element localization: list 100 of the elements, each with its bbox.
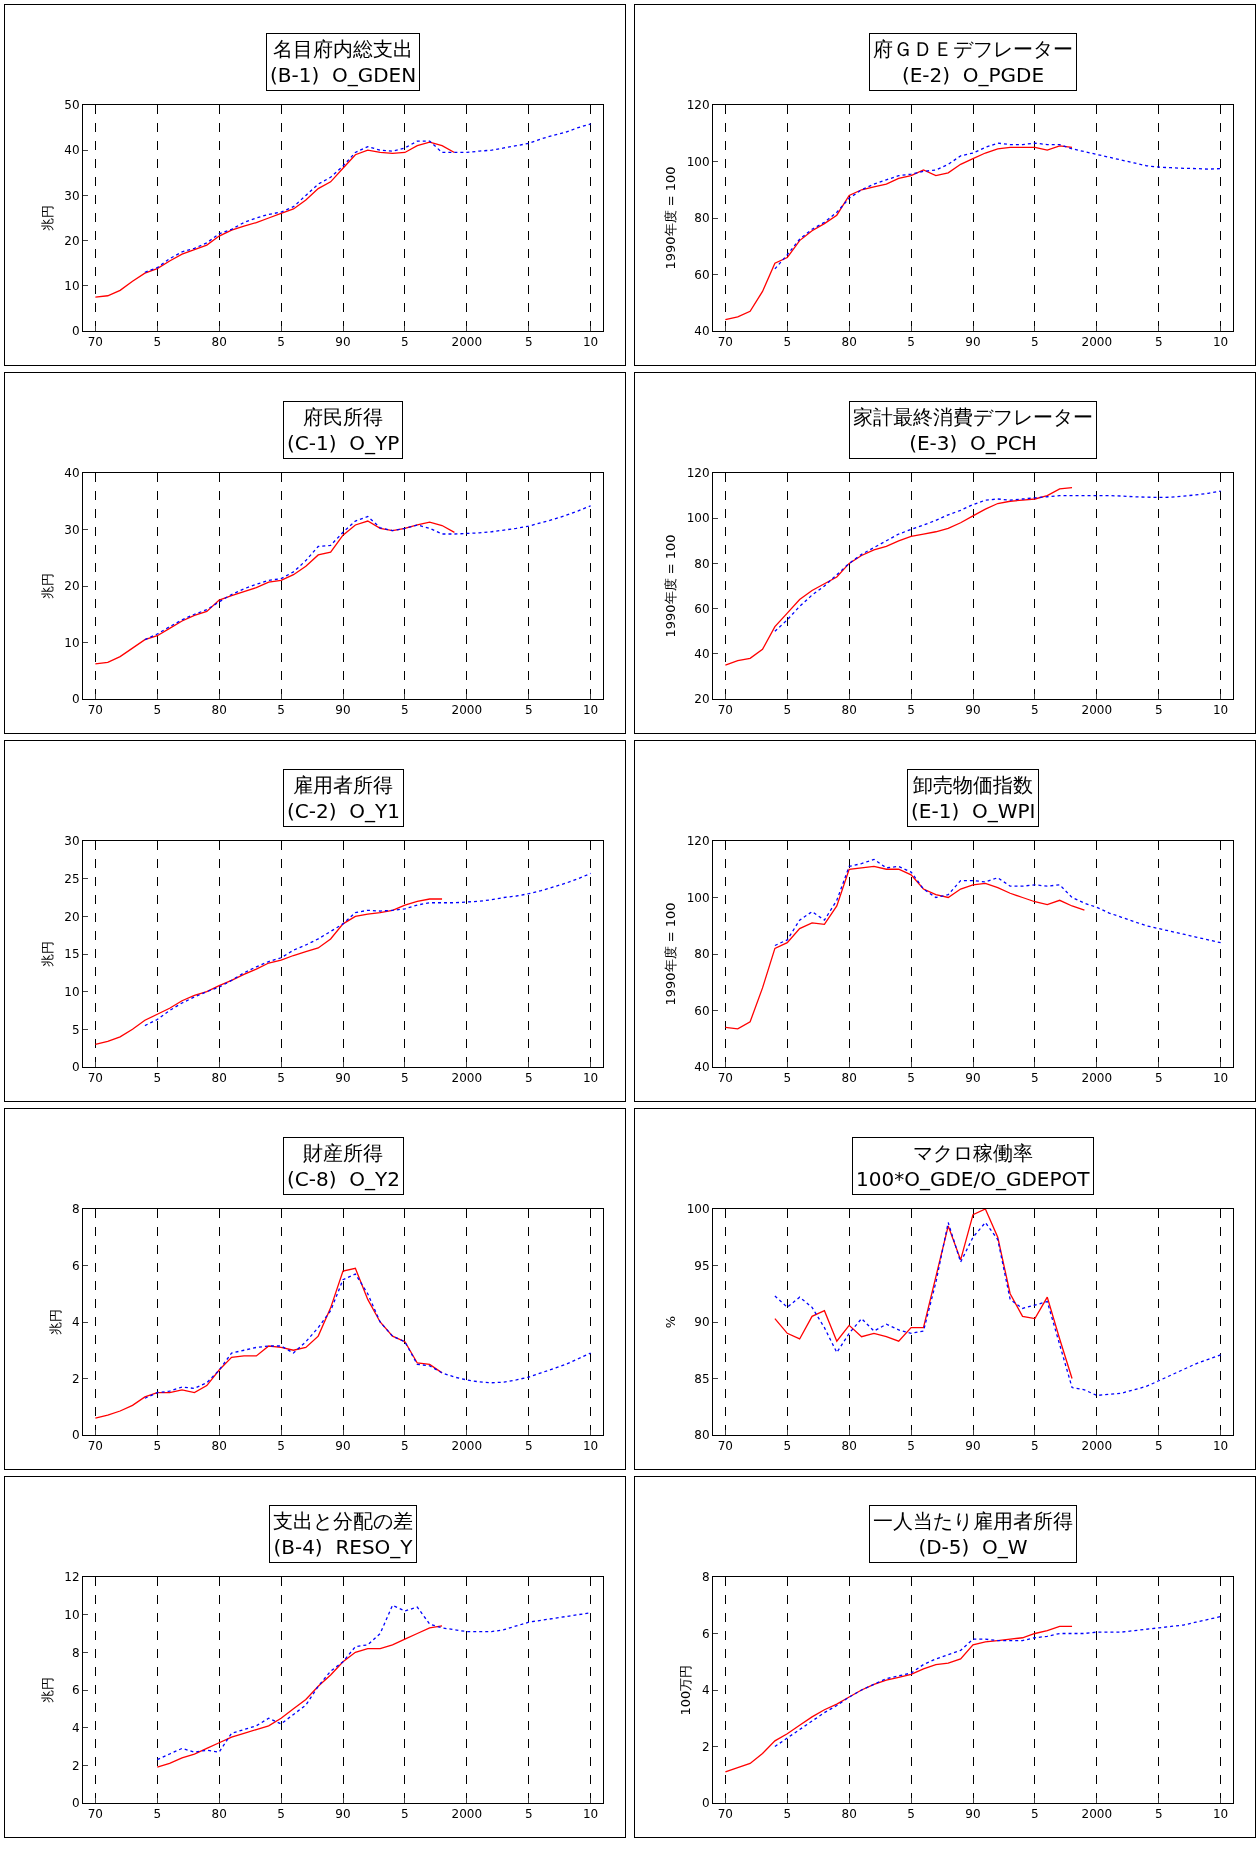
x-tick-label: 70 (87, 1807, 104, 1822)
y-tick-label: 20 (64, 909, 80, 924)
y-tick-label: 60 (694, 601, 710, 616)
x-tick-label: 90 (965, 1807, 981, 1822)
x-tick-label: 70 (87, 335, 104, 350)
chart-title: 支出と分配の差 (B-4) RESO_Y (273, 1509, 414, 1559)
x-tick-label: 5 (524, 1807, 533, 1822)
x-tick-label: 80 (211, 703, 227, 718)
y-axis-title: 兆円 (47, 1309, 63, 1335)
y-tick-label: 25 (64, 871, 80, 886)
x-tick-label: 90 (965, 335, 981, 350)
x-tick-label: 5 (783, 1439, 792, 1454)
y-tick-label: 80 (694, 556, 710, 571)
x-tick-label: 90 (335, 335, 351, 350)
x-tick-label: 70 (717, 1071, 734, 1086)
x-tick-label: 90 (335, 703, 351, 718)
x-tick-label: 70 (717, 1439, 734, 1454)
y-axis-title: 1990年度 = 100 (662, 166, 678, 270)
x-tick-label: 10 (1212, 335, 1229, 350)
y-tick-label: 95 (694, 1258, 710, 1273)
line-series (94, 1267, 443, 1419)
x-tick-label: 5 (401, 335, 409, 350)
x-tick-label: 2000 (1081, 703, 1113, 718)
line-series (724, 487, 1073, 666)
x-tick-label: 5 (783, 335, 792, 350)
y-tick-label: 2 (71, 1758, 80, 1773)
y-tick-label: 120 (686, 466, 710, 481)
y-tick-label: 40 (64, 466, 80, 481)
line-series (724, 865, 1086, 1030)
x-tick-label: 5 (907, 703, 915, 718)
x-tick-label: 10 (582, 1807, 599, 1822)
x-tick-label: 90 (335, 1439, 351, 1454)
y-tick-label: 4 (71, 1720, 80, 1735)
x-tick-label: 80 (841, 1439, 857, 1454)
y-axis-title: 1990年度 = 100 (662, 902, 678, 1006)
x-tick-label: 5 (1031, 1439, 1039, 1454)
y-tick-label: 0 (71, 324, 80, 339)
y-axis-title: 兆円 (40, 1677, 56, 1703)
chart-title: マクロ稼働率 100*O_GDE/O_GDEPOT (856, 1141, 1091, 1191)
line-series (156, 1625, 443, 1768)
y-tick-label: 10 (64, 635, 80, 650)
line-series (144, 123, 592, 273)
line-series (724, 145, 1073, 321)
y-tick-label: 50 (64, 98, 80, 113)
y-axis-title: 兆円 (40, 941, 56, 967)
x-tick-label: 5 (277, 1071, 285, 1086)
y-tick-label: 40 (694, 324, 710, 339)
x-tick-label: 5 (277, 1439, 285, 1454)
x-tick-label: 5 (153, 335, 162, 350)
y-tick-label: 10 (64, 279, 80, 293)
x-tick-label: 2000 (451, 335, 483, 350)
x-tick-label: 10 (1212, 1071, 1229, 1086)
y-tick-label: 10 (64, 984, 80, 999)
x-tick-label: 5 (524, 1439, 533, 1454)
x-tick-label: 5 (1154, 703, 1163, 718)
x-tick-label: 5 (1031, 1071, 1039, 1086)
x-tick-label: 5 (277, 703, 285, 718)
x-tick-label: 10 (582, 1071, 599, 1086)
y-tick-label: 4 (701, 1683, 710, 1698)
y-tick-label: 30 (64, 188, 80, 203)
y-tick-label: 30 (64, 522, 80, 537)
y-tick-label: 30 (64, 834, 80, 849)
chart-title: 一人当たり雇用者所得 (D-5) O_W (873, 1509, 1073, 1559)
x-tick-label: 70 (717, 703, 734, 718)
x-tick-label: 90 (335, 1807, 351, 1822)
y-tick-label: 8 (701, 1570, 710, 1585)
x-tick-label: 10 (582, 335, 599, 350)
x-tick-label: 5 (401, 1071, 409, 1086)
y-tick-label: 60 (694, 1003, 710, 1018)
x-tick-label: 70 (717, 335, 734, 350)
y-tick-label: 8 (71, 1645, 80, 1660)
x-tick-label: 10 (1212, 1807, 1229, 1822)
y-tick-label: 5 (71, 1022, 80, 1037)
x-tick-label: 80 (211, 1807, 227, 1822)
y-tick-label: 100 (686, 890, 710, 905)
y-tick-label: 120 (686, 834, 710, 849)
y-axis-title: 兆円 (40, 573, 56, 599)
x-tick-label: 5 (153, 1439, 162, 1454)
y-axis-title: 1990年度 = 100 (662, 534, 678, 638)
y-tick-label: 0 (71, 1060, 80, 1075)
y-tick-label: 80 (694, 211, 710, 226)
line-series (144, 872, 592, 1027)
x-tick-label: 5 (783, 1807, 792, 1822)
y-axis-title: % (662, 1315, 678, 1329)
x-tick-label: 2000 (451, 1439, 483, 1454)
x-tick-label: 5 (1031, 335, 1039, 350)
line-series (774, 1221, 1222, 1397)
x-tick-label: 5 (1154, 1807, 1163, 1822)
x-tick-label: 5 (907, 1439, 915, 1454)
chart-title: 財産所得 (C-8) O_Y2 (287, 1141, 400, 1191)
y-tick-label: 2 (71, 1371, 80, 1386)
y-axis-title: 100万円 (677, 1664, 693, 1716)
line-series (774, 142, 1222, 270)
line-series (774, 1615, 1222, 1748)
x-tick-label: 2000 (451, 1071, 483, 1086)
x-tick-label: 5 (1031, 703, 1039, 718)
x-tick-label: 90 (965, 1439, 981, 1454)
x-tick-label: 5 (524, 703, 533, 718)
x-tick-label: 90 (965, 1071, 981, 1086)
chart-title: 卸売物価指数 (E-1) O_WPI (911, 773, 1036, 823)
